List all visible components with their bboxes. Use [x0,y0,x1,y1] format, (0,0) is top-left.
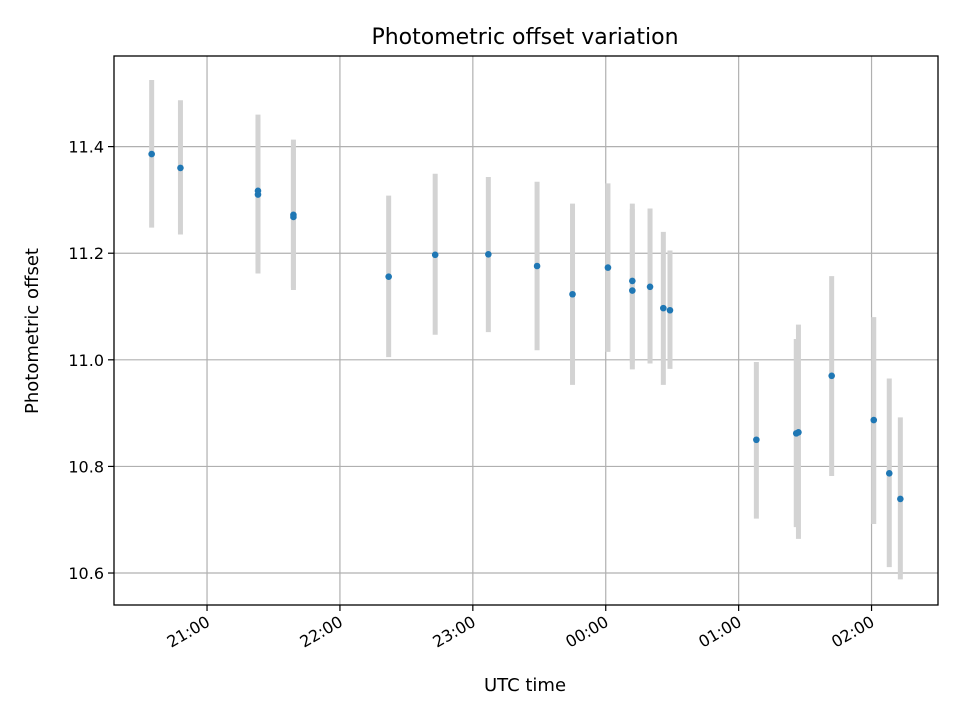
y-tick-label: 11.4 [68,138,104,157]
data-points [148,150,904,503]
y-tick-label: 11.0 [68,351,104,370]
y-tick-label: 11.2 [68,244,104,263]
data-point [897,495,904,503]
data-point [604,264,612,271]
data-point [569,290,576,298]
y-tick-label: 10.6 [68,564,104,583]
data-point [753,436,760,444]
data-point [870,416,878,424]
data-point [646,283,654,291]
chart-title: Photometric offset variation [371,25,678,50]
data-point [666,306,674,314]
data-point [485,250,492,258]
data-point [885,470,893,477]
data-point [148,150,155,158]
y-axis-label: Photometric offset [22,248,43,414]
data-point [629,287,636,294]
data-point [629,277,636,285]
x-axis-label: UTC time [484,675,566,696]
data-point [795,429,802,436]
grid [114,56,938,605]
data-point [828,372,835,380]
data-point [254,187,262,195]
y-tick-label: 10.8 [68,457,104,476]
data-point [385,273,392,280]
data-point [177,164,184,172]
data-point [660,304,667,312]
plot-frame [113,55,939,606]
data-point [431,251,439,259]
data-point [533,262,541,270]
data-point [290,213,297,221]
